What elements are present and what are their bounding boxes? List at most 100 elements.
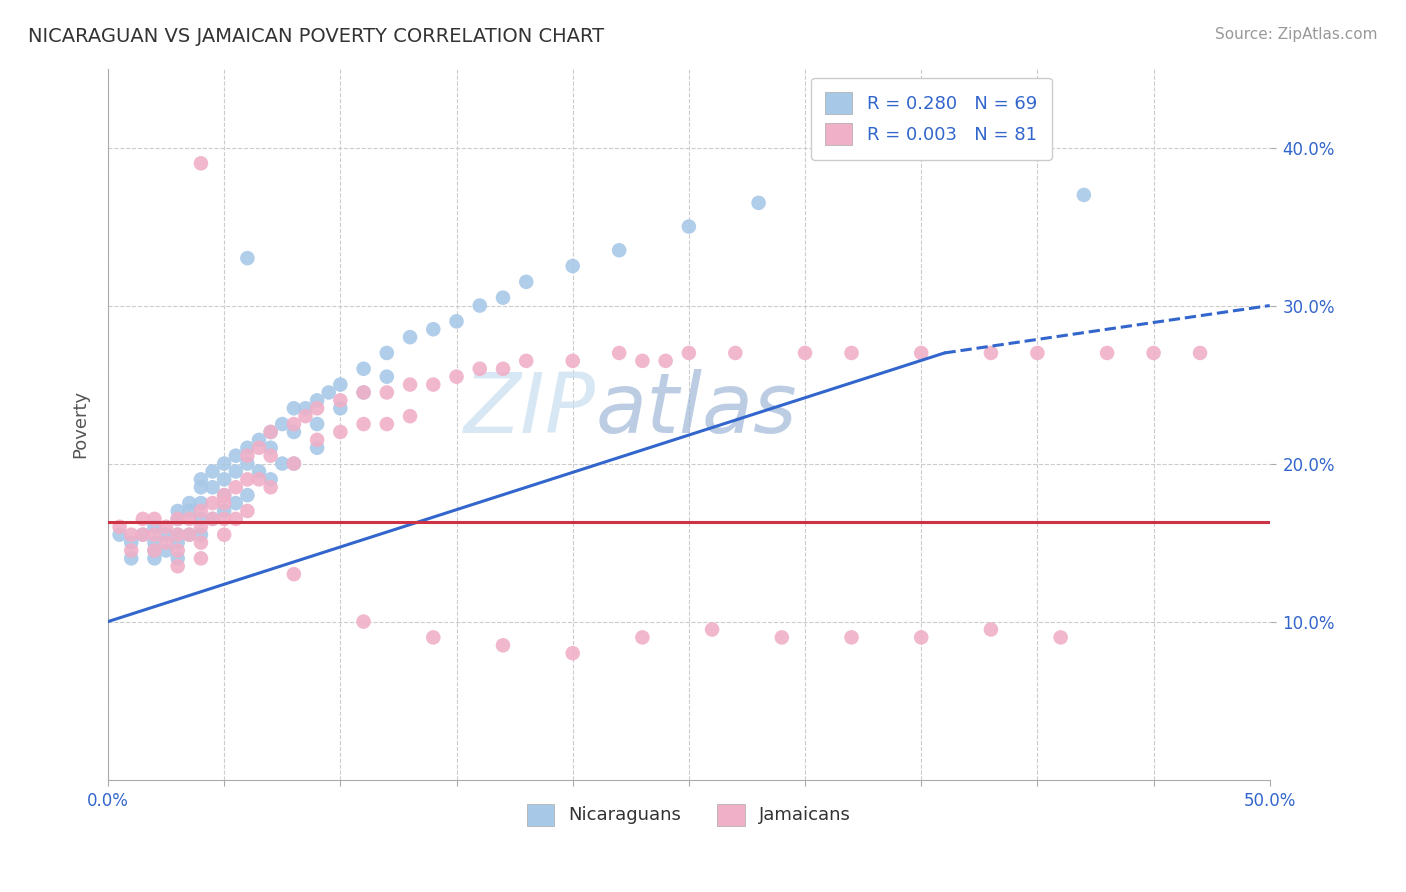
- Point: [155, 520, 177, 534]
- Point: [225, 512, 247, 526]
- Point: [166, 527, 188, 541]
- Point: [910, 346, 932, 360]
- Point: [654, 354, 676, 368]
- Point: [225, 465, 247, 479]
- Point: [515, 354, 537, 368]
- Point: [375, 385, 398, 400]
- Point: [143, 543, 166, 558]
- Point: [247, 433, 270, 447]
- Point: [259, 425, 281, 439]
- Point: [678, 219, 700, 234]
- Point: [143, 543, 166, 558]
- Point: [120, 543, 142, 558]
- Point: [143, 535, 166, 549]
- Point: [155, 527, 177, 541]
- Point: [353, 385, 375, 400]
- Point: [748, 195, 770, 210]
- Point: [770, 631, 793, 645]
- Point: [120, 551, 142, 566]
- Point: [399, 409, 422, 424]
- Point: [132, 512, 155, 526]
- Point: [166, 559, 188, 574]
- Point: [236, 251, 259, 265]
- Point: [108, 527, 131, 541]
- Point: [422, 631, 444, 645]
- Point: [190, 535, 212, 549]
- Text: ZIP: ZIP: [464, 369, 596, 450]
- Point: [236, 441, 259, 455]
- Point: [143, 512, 166, 526]
- Point: [212, 527, 235, 541]
- Point: [120, 527, 142, 541]
- Point: [1049, 631, 1071, 645]
- Point: [468, 361, 491, 376]
- Point: [283, 401, 305, 416]
- Text: atlas: atlas: [596, 369, 797, 450]
- Point: [166, 551, 188, 566]
- Text: Source: ZipAtlas.com: Source: ZipAtlas.com: [1215, 27, 1378, 42]
- Point: [283, 425, 305, 439]
- Point: [607, 244, 630, 258]
- Point: [468, 299, 491, 313]
- Point: [307, 393, 329, 408]
- Point: [1142, 346, 1164, 360]
- Point: [307, 417, 329, 431]
- Point: [794, 346, 817, 360]
- Point: [190, 520, 212, 534]
- Point: [179, 527, 201, 541]
- Point: [212, 504, 235, 518]
- Point: [179, 527, 201, 541]
- Text: NICARAGUAN VS JAMAICAN POVERTY CORRELATION CHART: NICARAGUAN VS JAMAICAN POVERTY CORRELATI…: [28, 27, 605, 45]
- Point: [307, 441, 329, 455]
- Point: [212, 488, 235, 502]
- Point: [247, 472, 270, 486]
- Point: [492, 638, 515, 652]
- Point: [353, 361, 375, 376]
- Point: [108, 520, 131, 534]
- Point: [190, 551, 212, 566]
- Point: [179, 496, 201, 510]
- Point: [201, 496, 224, 510]
- Point: [155, 543, 177, 558]
- Point: [283, 567, 305, 582]
- Point: [631, 354, 654, 368]
- Point: [561, 646, 583, 660]
- Point: [492, 361, 515, 376]
- Point: [166, 527, 188, 541]
- Point: [1189, 346, 1212, 360]
- Point: [190, 512, 212, 526]
- Point: [132, 527, 155, 541]
- Point: [294, 409, 316, 424]
- Point: [515, 275, 537, 289]
- Point: [1095, 346, 1118, 360]
- Point: [259, 441, 281, 455]
- Point: [980, 346, 1002, 360]
- Point: [166, 512, 188, 526]
- Point: [375, 417, 398, 431]
- Point: [1026, 346, 1049, 360]
- Point: [190, 156, 212, 170]
- Point: [446, 314, 468, 328]
- Legend: Nicaraguans, Jamaicans: Nicaraguans, Jamaicans: [517, 795, 860, 835]
- Point: [561, 259, 583, 273]
- Point: [155, 535, 177, 549]
- Point: [294, 401, 316, 416]
- Point: [212, 512, 235, 526]
- Point: [700, 623, 723, 637]
- Point: [259, 449, 281, 463]
- Point: [179, 512, 201, 526]
- Point: [353, 417, 375, 431]
- Point: [561, 354, 583, 368]
- Point: [166, 535, 188, 549]
- Point: [190, 480, 212, 494]
- Point: [329, 393, 352, 408]
- Point: [375, 346, 398, 360]
- Point: [307, 433, 329, 447]
- Point: [422, 322, 444, 336]
- Point: [631, 631, 654, 645]
- Point: [225, 480, 247, 494]
- Point: [179, 504, 201, 518]
- Point: [236, 457, 259, 471]
- Point: [166, 504, 188, 518]
- Point: [283, 457, 305, 471]
